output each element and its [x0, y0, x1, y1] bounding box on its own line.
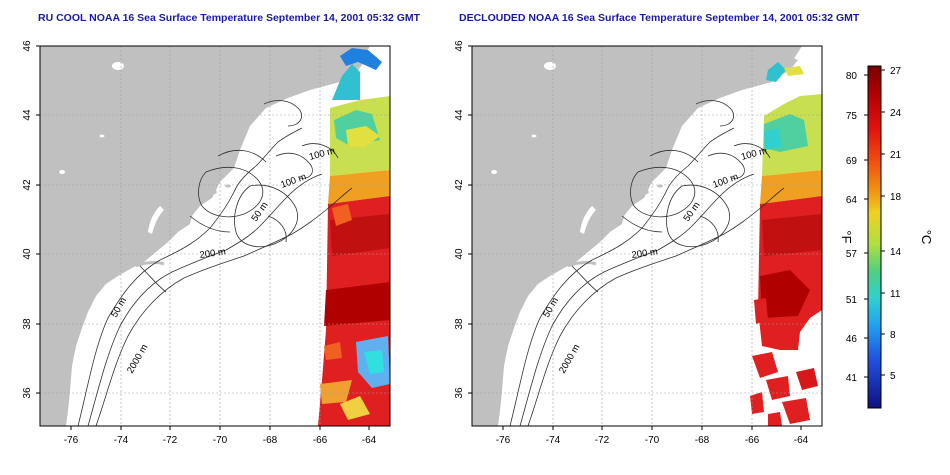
celsius-tick: 18 — [890, 192, 902, 203]
celsius-axis-label: °C — [919, 230, 934, 245]
lon-tick-label: -76 — [496, 435, 511, 446]
lat-tick-label: 38 — [22, 318, 33, 330]
lat-tick-label: 42 — [454, 179, 465, 191]
lat-tick-label: 36 — [454, 387, 465, 399]
lat-tick-label: 40 — [454, 248, 465, 260]
lon-tick-label: -66 — [745, 435, 760, 446]
lat-tick-label: 40 — [22, 248, 33, 260]
lat-tick-label: 46 — [22, 40, 33, 52]
sst-swath-left — [318, 48, 390, 426]
right-map-panel: 100 m 100 m 50 m 200 m 50 m 2000 m -76 -… — [454, 40, 823, 446]
fahrenheit-axis-label: °F — [839, 230, 854, 243]
lat-tick-label: 38 — [454, 318, 465, 330]
lon-tick-label: -76 — [64, 435, 79, 446]
celsius-tick: 8 — [890, 330, 896, 341]
celsius-tick: 5 — [890, 371, 896, 382]
lon-tick-label: -74 — [546, 435, 561, 446]
panel-title-right: DECLOUDED NOAA 16 Sea Surface Temperatur… — [459, 12, 860, 24]
lon-tick-label: -74 — [114, 435, 129, 446]
lon-tick-label: -64 — [362, 435, 377, 446]
celsius-tick: 11 — [890, 289, 901, 300]
lon-tick-label: -70 — [213, 435, 228, 446]
colorbar-gradient — [867, 65, 882, 409]
celsius-tick: 24 — [890, 108, 902, 119]
fahrenheit-tick: 80 — [846, 71, 858, 82]
graticule-right — [472, 46, 822, 426]
temperature-colorbar: 80 75 69 64 57 51 46 41 27 24 21 18 14 1… — [839, 65, 934, 409]
map-frame-left — [39, 45, 391, 427]
lat-tick-label: 44 — [22, 109, 33, 121]
lat-tick-label: 36 — [22, 387, 33, 399]
lon-tick-label: -72 — [163, 435, 178, 446]
fahrenheit-tick: 75 — [846, 111, 858, 122]
lat-tick-label: 42 — [22, 179, 33, 191]
fahrenheit-tick: 46 — [846, 334, 858, 345]
fahrenheit-tick: 51 — [846, 295, 858, 306]
lon-tick-label: -70 — [645, 435, 660, 446]
lat-tick-label: 44 — [454, 109, 465, 121]
contour-label: 200 m — [199, 246, 227, 261]
lon-tick-label: -64 — [794, 435, 809, 446]
fahrenheit-tick: 57 — [846, 249, 858, 260]
fahrenheit-tick: 69 — [846, 156, 858, 167]
sst-swath-right — [750, 62, 822, 426]
celsius-tick: 27 — [890, 66, 902, 77]
celsius-tick: 14 — [890, 247, 902, 258]
lon-tick-label: -68 — [695, 435, 710, 446]
panel-title-left: RU COOL NOAA 16 Sea Surface Temperature … — [38, 12, 421, 24]
fahrenheit-tick: 64 — [846, 195, 858, 206]
map-frame-right — [471, 45, 823, 427]
graticule-left — [40, 46, 390, 426]
contour-label: 200 m — [631, 246, 659, 261]
lon-tick-label: -72 — [595, 435, 610, 446]
fahrenheit-tick: 41 — [846, 373, 858, 384]
lat-tick-label: 46 — [454, 40, 465, 52]
celsius-tick: 21 — [890, 150, 902, 161]
lon-tick-label: -66 — [313, 435, 328, 446]
lon-tick-label: -68 — [263, 435, 278, 446]
left-map-panel: 100 m 100 m 50 m 200 m 50 m 2000 m -76 -… — [22, 40, 391, 446]
